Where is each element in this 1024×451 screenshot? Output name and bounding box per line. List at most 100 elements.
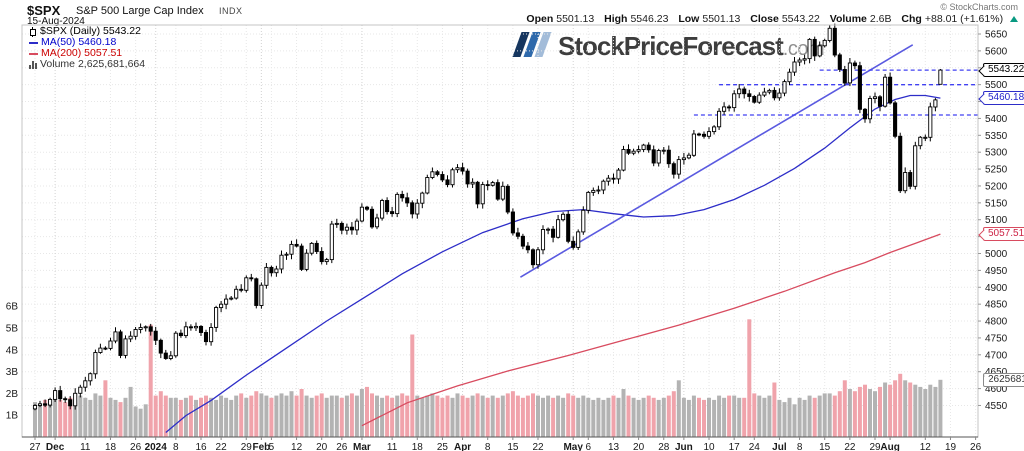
svg-text:19: 19 <box>945 442 957 451</box>
svg-text:5: 5 <box>269 442 275 451</box>
high-value: 5546.23 <box>630 13 669 25</box>
svg-text:22: 22 <box>216 442 228 451</box>
plot-border <box>21 24 979 438</box>
ma200-price-tag: 5057.51 <box>983 227 1024 241</box>
legend-series: $SPX (Daily) 5543.22 <box>29 26 145 37</box>
volume-label: Volume <box>829 13 867 25</box>
svg-text:5650: 5650 <box>985 30 1008 41</box>
y-axis-labels: 5650560055505500545054005350530052505200… <box>978 30 1008 412</box>
svg-text:Jun: Jun <box>675 442 693 451</box>
svg-text:26: 26 <box>336 442 348 451</box>
watermark-text: StockPriceForecast <box>558 31 784 61</box>
trendline <box>519 44 914 278</box>
close-label: Close <box>750 13 779 25</box>
open-label: Open <box>526 13 554 25</box>
svg-text:22: 22 <box>532 442 544 451</box>
svg-text:3B: 3B <box>6 367 19 378</box>
open-value: 5501.13 <box>556 13 595 25</box>
legend-volume: Volume 2,625,681,664 <box>29 59 145 70</box>
svg-text:11: 11 <box>387 442 398 451</box>
svg-text:4750: 4750 <box>985 333 1008 344</box>
svg-text:18: 18 <box>412 442 424 451</box>
svg-text:22: 22 <box>844 442 856 451</box>
svg-text:5100: 5100 <box>985 215 1008 226</box>
chart-date: 15-Aug-2024 <box>27 16 85 27</box>
svg-text:6: 6 <box>586 442 592 451</box>
candlestick-icon <box>29 26 37 37</box>
svg-text:8: 8 <box>173 442 179 451</box>
svg-text:15: 15 <box>507 442 519 451</box>
svg-text:10: 10 <box>703 442 715 451</box>
svg-text:Aug: Aug <box>880 442 899 451</box>
close-price-tag: 5543.22 <box>983 63 1024 77</box>
svg-text:20: 20 <box>633 442 645 451</box>
volume-value: 2.6B <box>869 13 892 25</box>
svg-text:4600: 4600 <box>985 384 1008 395</box>
ma50-line-icon <box>29 41 38 44</box>
svg-text:5B: 5B <box>6 324 19 335</box>
watermark: StockPriceForecast .com <box>512 30 825 62</box>
svg-text:5150: 5150 <box>985 198 1008 209</box>
change-value: +88.01 (+1.61%) <box>924 13 1004 25</box>
svg-text:28: 28 <box>658 442 670 451</box>
volume-axis-labels: 1B 2B 3B 4B 5B 6B <box>6 302 19 422</box>
svg-text:29: 29 <box>241 442 253 451</box>
svg-text:5350: 5350 <box>985 131 1008 142</box>
svg-text:26: 26 <box>130 442 142 451</box>
svg-text:Feb: Feb <box>253 442 271 451</box>
svg-text:Apr: Apr <box>454 442 471 451</box>
svg-text:16: 16 <box>195 442 207 451</box>
svg-text:5000: 5000 <box>985 249 1008 260</box>
low-label: Low <box>678 13 700 25</box>
svg-text:4900: 4900 <box>985 283 1008 294</box>
svg-text:4700: 4700 <box>985 350 1008 361</box>
svg-text:Jul: Jul <box>772 442 787 451</box>
svg-text:25: 25 <box>437 442 449 451</box>
svg-text:5300: 5300 <box>985 148 1008 159</box>
ma50-price-tag: 5460.18 <box>983 91 1024 105</box>
svg-text:29: 29 <box>869 442 881 451</box>
svg-text:12: 12 <box>920 442 932 451</box>
svg-text:6B: 6B <box>6 302 19 313</box>
low-value: 5501.13 <box>702 13 741 25</box>
svg-text:5250: 5250 <box>985 165 1008 176</box>
svg-text:24: 24 <box>749 442 761 451</box>
svg-text:5400: 5400 <box>985 114 1008 125</box>
svg-text:2B: 2B <box>6 389 19 400</box>
svg-text:4800: 4800 <box>985 317 1008 328</box>
svg-text:13: 13 <box>608 442 620 451</box>
svg-text:27: 27 <box>29 442 41 451</box>
high-label: High <box>604 13 628 25</box>
quote-bar: Open 5501.13 High 5546.23 Low 5501.13 Close… <box>519 13 1018 25</box>
change-label: Chg <box>901 13 922 25</box>
svg-text:18: 18 <box>105 442 117 451</box>
svg-text:Dec: Dec <box>46 442 65 451</box>
svg-text:15: 15 <box>819 442 831 451</box>
volume-bars-icon <box>29 60 37 69</box>
resistance-lines <box>693 69 978 116</box>
index-name: S&P 500 Large Cap Index <box>76 5 204 17</box>
svg-text:4550: 4550 <box>985 401 1008 412</box>
svg-text:1B: 1B <box>6 411 19 422</box>
legend-ma200: MA(200) 5057.51 <box>29 48 145 59</box>
svg-text:5500: 5500 <box>985 80 1008 91</box>
svg-text:12: 12 <box>291 442 303 451</box>
svg-text:4B: 4B <box>6 345 19 356</box>
copyright-text: © StockCharts.com <box>940 2 1018 12</box>
ma200-line <box>361 233 941 427</box>
legend-ma50: MA(50) 5460.18 <box>29 37 145 48</box>
chart-legend: $SPX (Daily) 5543.22 MA(50) 5460.18 MA(2… <box>29 26 145 70</box>
grid-layer <box>22 25 978 437</box>
volume-bars <box>33 319 943 437</box>
svg-text:26: 26 <box>970 442 982 451</box>
svg-text:8: 8 <box>797 442 803 451</box>
svg-text:8: 8 <box>485 442 491 451</box>
svg-text:May: May <box>563 442 583 451</box>
exchange-label: INDX <box>219 6 243 16</box>
svg-text:5600: 5600 <box>985 46 1008 57</box>
svg-text:5200: 5200 <box>985 182 1008 193</box>
svg-text:20: 20 <box>316 442 328 451</box>
svg-text:Mar: Mar <box>353 442 371 451</box>
